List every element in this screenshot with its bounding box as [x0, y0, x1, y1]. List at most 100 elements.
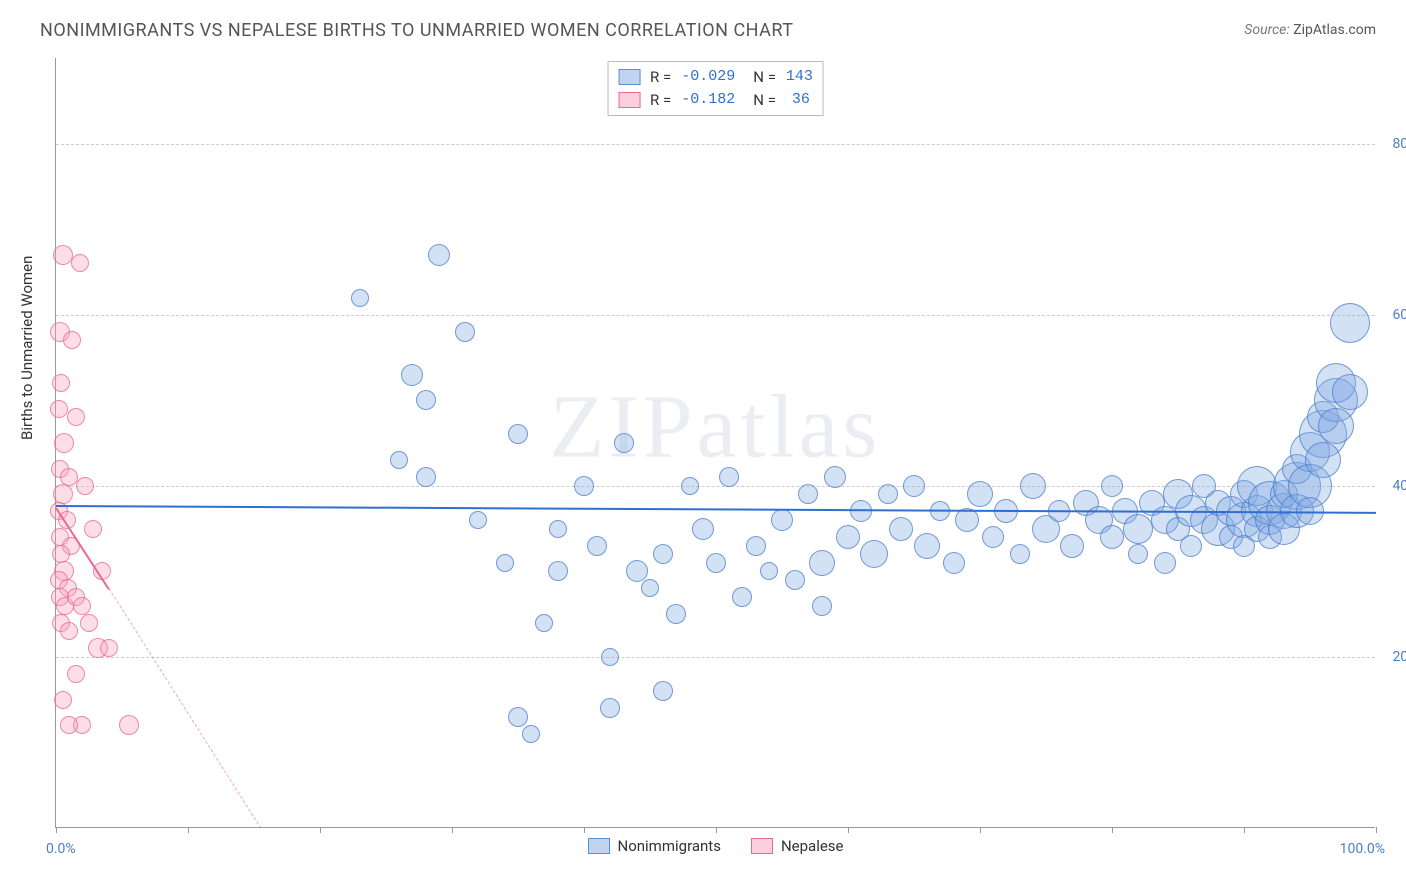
- n-label: N =: [753, 66, 776, 89]
- x-tick: [584, 827, 585, 833]
- plot-area: ZIPatlas R = -0.029 N = 143 R = -0.182 N…: [55, 58, 1375, 828]
- data-point: [1332, 374, 1368, 410]
- data-point: [60, 716, 78, 734]
- data-point: [812, 596, 832, 616]
- x-tick: [1244, 827, 1245, 833]
- data-point: [71, 254, 89, 272]
- y-tick-label: 40.0%: [1380, 478, 1406, 494]
- watermark: ZIPatlas: [550, 376, 882, 479]
- x-tick: [848, 827, 849, 833]
- data-point: [455, 322, 475, 342]
- data-point: [732, 587, 752, 607]
- data-point: [428, 244, 450, 266]
- data-point: [1318, 408, 1354, 444]
- n-label: N =: [753, 89, 776, 112]
- data-point: [653, 544, 673, 564]
- y-axis-title: Births to Unmarried Women: [18, 256, 36, 440]
- data-point: [706, 553, 726, 573]
- data-point: [53, 245, 73, 265]
- data-point: [1010, 544, 1030, 564]
- data-point: [390, 451, 408, 469]
- data-point: [860, 540, 888, 568]
- data-point: [469, 511, 487, 529]
- data-point: [401, 364, 423, 386]
- data-point: [641, 579, 659, 597]
- data-point: [1020, 473, 1046, 499]
- x-tick: [56, 827, 57, 833]
- data-point: [746, 536, 766, 556]
- x-axis-min-label: 0.0%: [46, 841, 76, 857]
- data-point: [798, 484, 818, 504]
- gridline: [56, 144, 1375, 145]
- gridline: [56, 657, 1375, 658]
- chart-title: NONIMMIGRANTS VS NEPALESE BIRTHS TO UNMA…: [40, 20, 794, 41]
- gridline: [56, 315, 1375, 316]
- data-point: [80, 614, 98, 632]
- legend-item-pink: Nepalese: [751, 837, 844, 855]
- data-point: [1154, 552, 1176, 574]
- data-point: [60, 622, 78, 640]
- data-point: [84, 520, 102, 538]
- stats-row-pink: R = -0.182 N = 36: [618, 89, 813, 112]
- data-point: [1305, 442, 1341, 478]
- r-label: R =: [650, 66, 671, 89]
- data-point: [63, 331, 81, 349]
- bottom-legend: Nonimmigrants Nepalese: [588, 837, 844, 855]
- data-point: [653, 681, 673, 701]
- x-tick: [1112, 827, 1113, 833]
- data-point: [67, 408, 85, 426]
- data-point: [836, 525, 860, 549]
- data-point: [574, 476, 594, 496]
- data-point: [824, 466, 846, 488]
- data-point: [666, 604, 686, 624]
- data-point: [100, 639, 118, 657]
- x-tick: [716, 827, 717, 833]
- legend-label-pink: Nepalese: [781, 837, 844, 855]
- data-point: [1100, 525, 1124, 549]
- legend-item-blue: Nonimmigrants: [588, 837, 721, 855]
- trend-line: [108, 589, 261, 829]
- data-point: [52, 374, 70, 392]
- data-point: [614, 433, 634, 453]
- data-point: [535, 614, 553, 632]
- data-point: [850, 500, 872, 522]
- data-point: [508, 707, 528, 727]
- data-point: [1101, 475, 1123, 497]
- data-point: [67, 665, 85, 683]
- swatch-blue-icon: [588, 838, 610, 854]
- data-point: [549, 520, 567, 538]
- n-value-pink: 36: [786, 89, 810, 112]
- data-point: [719, 467, 739, 487]
- data-point: [600, 698, 620, 718]
- x-tick: [320, 827, 321, 833]
- data-point: [54, 691, 72, 709]
- data-point: [1123, 514, 1153, 544]
- y-tick-label: 80.0%: [1380, 136, 1406, 152]
- n-value-blue: 143: [786, 66, 813, 89]
- x-axis-max-label: 100.0%: [1340, 841, 1385, 857]
- data-point: [785, 570, 805, 590]
- data-point: [73, 597, 91, 615]
- data-point: [626, 560, 648, 582]
- source-value: ZipAtlas.com: [1293, 22, 1376, 38]
- data-point: [943, 552, 965, 574]
- r-value-blue: -0.029: [681, 66, 735, 89]
- data-point: [548, 561, 568, 581]
- data-point: [889, 517, 913, 541]
- data-point: [681, 477, 699, 495]
- x-tick: [452, 827, 453, 833]
- data-point: [351, 289, 369, 307]
- r-value-pink: -0.182: [681, 89, 735, 112]
- data-point: [914, 533, 940, 559]
- source-attribution: Source: ZipAtlas.com: [1244, 22, 1376, 38]
- data-point: [76, 477, 94, 495]
- swatch-pink-icon: [751, 838, 773, 854]
- data-point: [982, 526, 1004, 548]
- stats-row-blue: R = -0.029 N = 143: [618, 66, 813, 89]
- data-point: [508, 424, 528, 444]
- x-tick: [1376, 827, 1377, 833]
- data-point: [601, 648, 619, 666]
- swatch-blue-icon: [618, 69, 640, 85]
- y-tick-label: 60.0%: [1380, 307, 1406, 323]
- data-point: [1128, 544, 1148, 564]
